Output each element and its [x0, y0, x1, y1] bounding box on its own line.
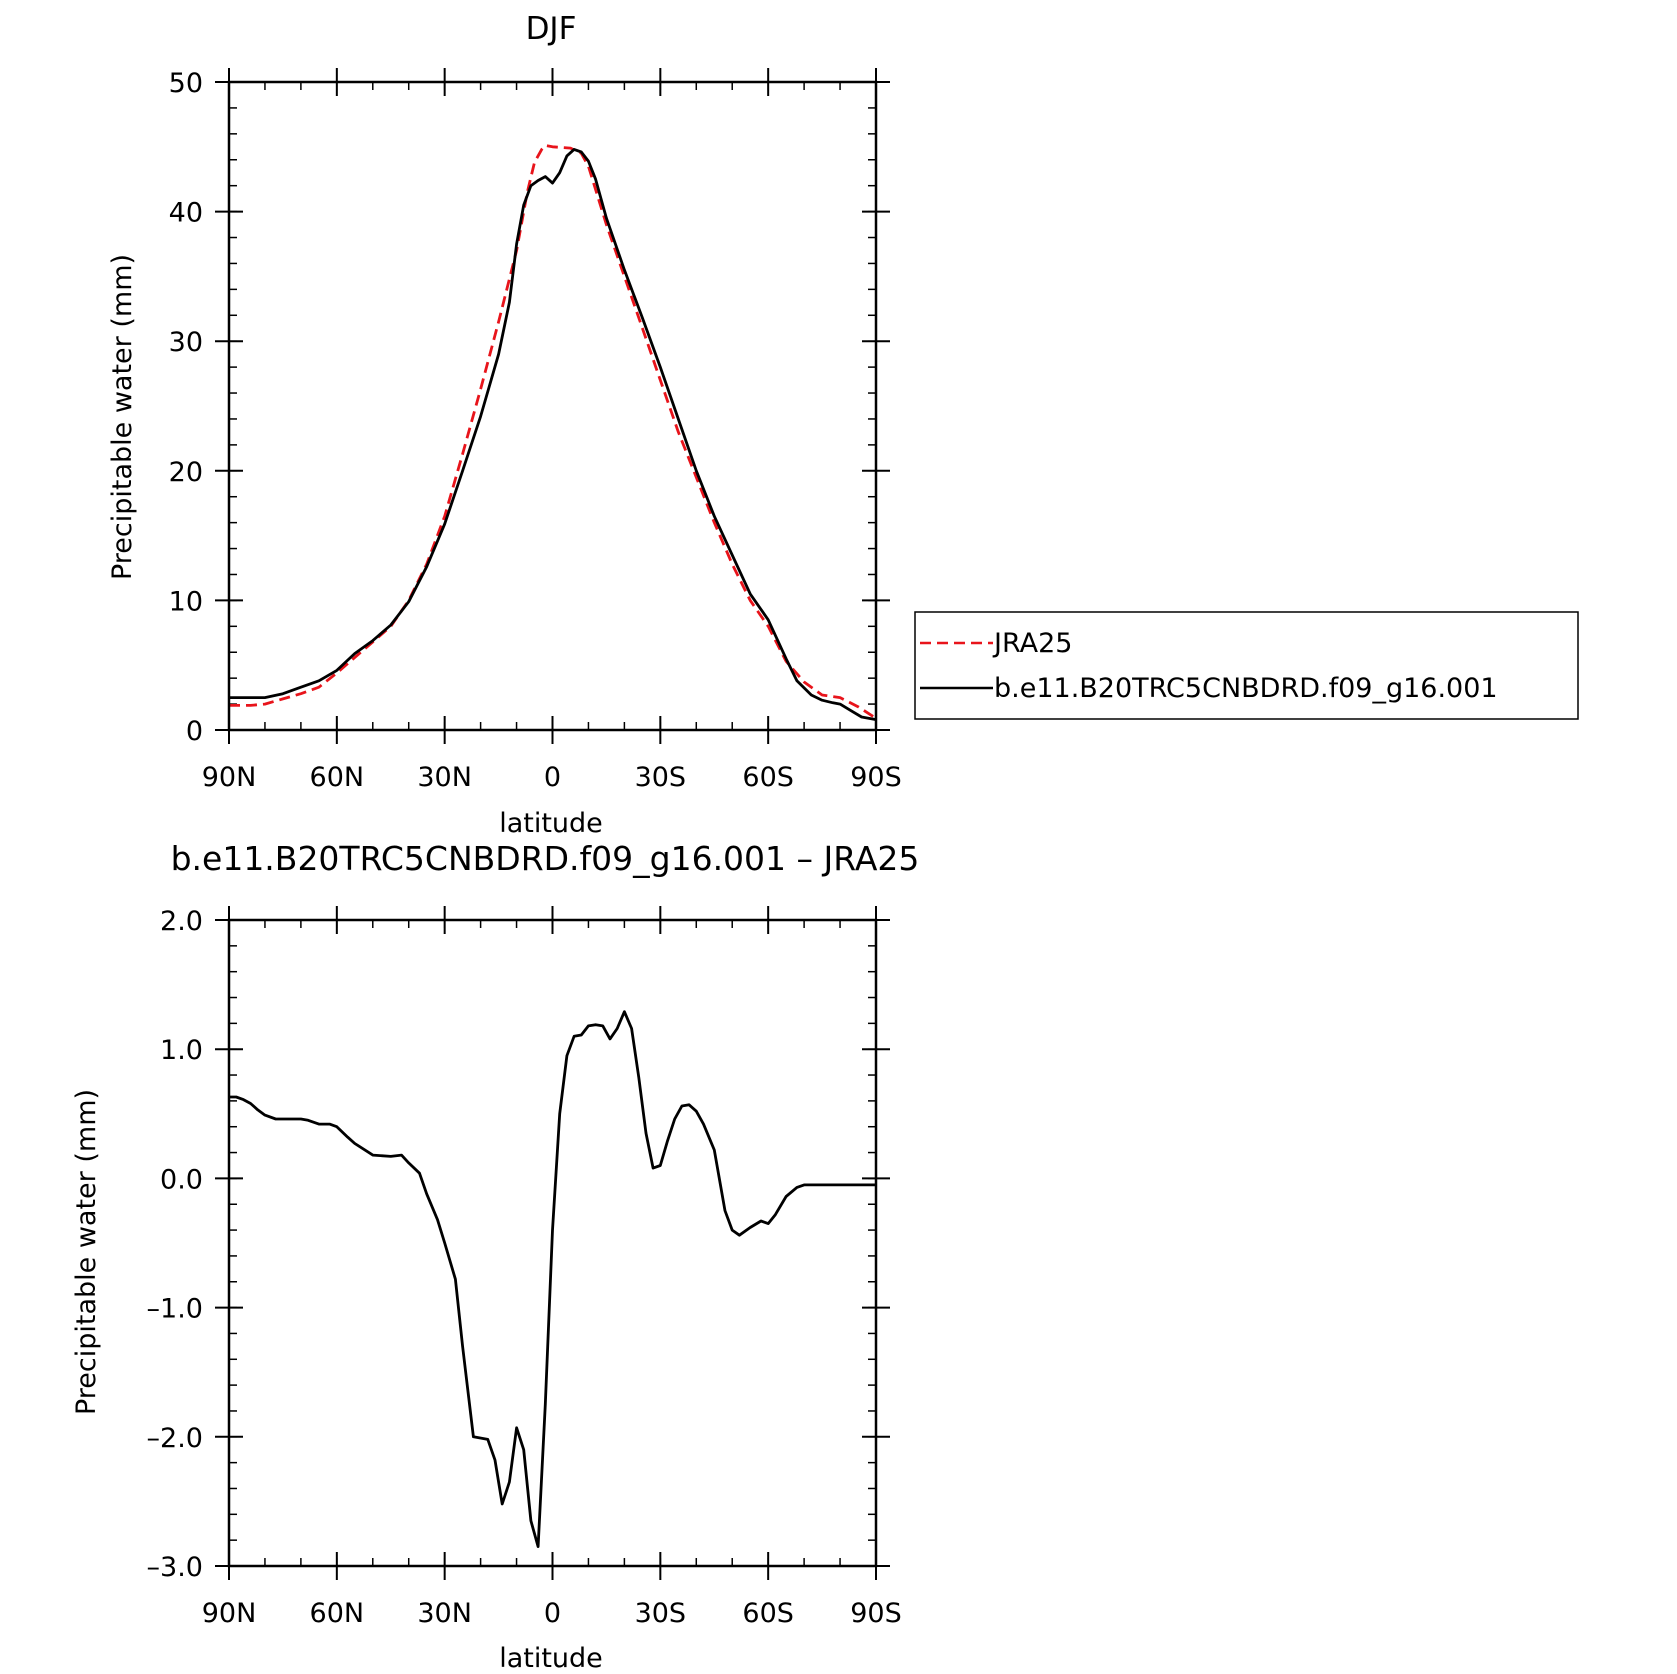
x-tick-label: 90S: [850, 1598, 902, 1629]
y-tick-label: –3.0: [147, 1552, 203, 1583]
plot-frame: [227, 918, 878, 1568]
series-line-b-e11-b20trc5cnbdrd-f09-g16-001: [229, 147, 877, 721]
plot-frame: [227, 80, 878, 732]
x-tick-label: 60N: [310, 762, 365, 793]
panel-bottom: b.e11.B20TRC5CNBDRD.f09_g16.001 – JRA25 …: [71, 839, 919, 1674]
legend-label-jra25: JRA25: [992, 628, 1072, 659]
y-tick-label: 0.0: [160, 1164, 203, 1195]
top-title: DJF: [526, 11, 577, 47]
x-tick-label: 0: [544, 762, 561, 793]
y-tick-label: 30: [169, 327, 203, 358]
legend-label-model: b.e11.B20TRC5CNBDRD.f09_g16.001: [994, 673, 1498, 704]
y-tick-label: –1.0: [147, 1294, 203, 1325]
y-tick-label: 1.0: [160, 1035, 203, 1066]
y-tick-label: 2.0: [160, 906, 203, 937]
y-tick-label: 20: [169, 457, 203, 488]
x-tick-label: 60S: [742, 1598, 794, 1629]
x-tick-label: 60N: [310, 1598, 365, 1629]
x-tick-label: 30S: [635, 1598, 687, 1629]
x-tick-label: 60S: [742, 762, 794, 793]
x-tick-label: 0: [544, 1598, 561, 1629]
y-tick-label: 40: [169, 198, 203, 229]
bottom-xlabel: latitude: [499, 1643, 603, 1674]
y-tick-label: –2.0: [147, 1423, 203, 1454]
top-ylabel: Precipitable water (mm): [107, 254, 138, 580]
x-tick-label: 30S: [635, 762, 687, 793]
x-tick-label: 30N: [417, 762, 472, 793]
y-tick-label: 50: [169, 68, 203, 99]
bottom-title: b.e11.B20TRC5CNBDRD.f09_g16.001 – JRA25: [171, 839, 920, 878]
bottom-plot-area: –3.0 –2.0 –1.0 0.0 1.0 2.0 90N 60N 30N 0 30S 60S 90S: [147, 906, 902, 1629]
x-tick-label: 90N: [202, 1598, 257, 1629]
x-tick-label: 30N: [417, 1598, 472, 1629]
series-line-difference: [229, 1010, 876, 1548]
y-tick-label: 0: [186, 716, 203, 747]
series-line-jra25: [229, 144, 877, 720]
x-tick-label: 90S: [850, 762, 902, 793]
y-tick-label: 10: [169, 586, 203, 617]
top-plot-area: 0 10 20 30 40 50 90N 60N 30N 0 30S 60S 90S: [169, 68, 902, 793]
top-xlabel: latitude: [499, 808, 603, 839]
legend: JRA25 b.e11.B20TRC5CNBDRD.f09_g16.001: [914, 611, 1579, 720]
bottom-ylabel: Precipitable water (mm): [71, 1089, 102, 1415]
panel-top: DJF 0 10 20 30 40 50 90N 60N 30N 0 30S 60S 90S latit…: [107, 11, 902, 839]
legend-box: [914, 611, 1579, 720]
x-tick-label: 90N: [202, 762, 257, 793]
